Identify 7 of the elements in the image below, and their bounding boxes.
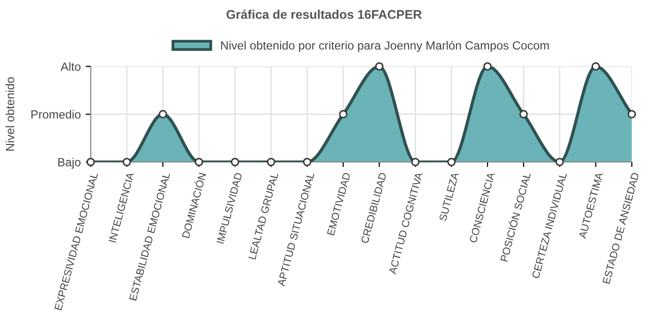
category-label: Promedio (31, 110, 81, 119)
chart-title: Gráfica de resultados 16FACPER (226, 10, 422, 19)
category-label: Bajo (58, 158, 81, 169)
legend-label: Nivel obtenido por criterio para Joenny Marlón Campos Cocom (221, 40, 549, 52)
x-tick-label: LEALTAD GRUPAL (248, 172, 278, 260)
y-axis-title: Nivel obtenido (6, 77, 14, 151)
category-label: Alto (60, 62, 81, 71)
